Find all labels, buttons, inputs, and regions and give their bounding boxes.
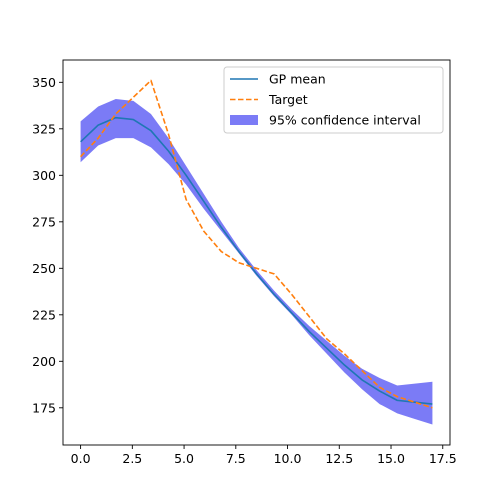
x-tick-label: 17.5 <box>429 451 457 466</box>
x-tick-label: 0.0 <box>71 451 91 466</box>
y-tick-label: 175 <box>32 400 56 415</box>
axes-frame <box>62 59 451 446</box>
y-tick-label: 350 <box>32 75 56 90</box>
x-tick-label: 7.5 <box>226 451 246 466</box>
legend-box <box>223 66 444 134</box>
legend: GP mean Target 95% confidence interval <box>223 66 444 134</box>
x-tick-label: 15.0 <box>377 451 405 466</box>
x-tick-label: 10.0 <box>274 451 302 466</box>
series-layer <box>80 79 433 409</box>
y-tick-label: 200 <box>32 354 56 369</box>
x-tick-label: 2.5 <box>122 451 142 466</box>
band-layer <box>80 99 433 425</box>
y-tick-label: 250 <box>32 261 56 276</box>
legend-label: Target <box>268 92 308 107</box>
x-tick-label: 12.5 <box>325 451 353 466</box>
y-tick-label: 225 <box>32 307 56 322</box>
y-tick-label: 300 <box>32 168 56 183</box>
legend-swatch-band <box>230 115 258 125</box>
series-line-target <box>80 79 433 409</box>
legend-label: GP mean <box>269 72 326 87</box>
y-tick-label: 275 <box>32 214 56 229</box>
legend-label: 95% confidence interval <box>269 113 421 128</box>
confidence-band-0 <box>80 99 433 425</box>
x-tick-label: 5.0 <box>174 451 194 466</box>
series-line-gp-mean <box>80 116 433 405</box>
y-tick-label: 325 <box>32 121 56 136</box>
axis-layer: 0.0 2.5 5.0 7.5 10.0 12.5 15.0 17.5 175 200 225 250… <box>32 59 457 466</box>
